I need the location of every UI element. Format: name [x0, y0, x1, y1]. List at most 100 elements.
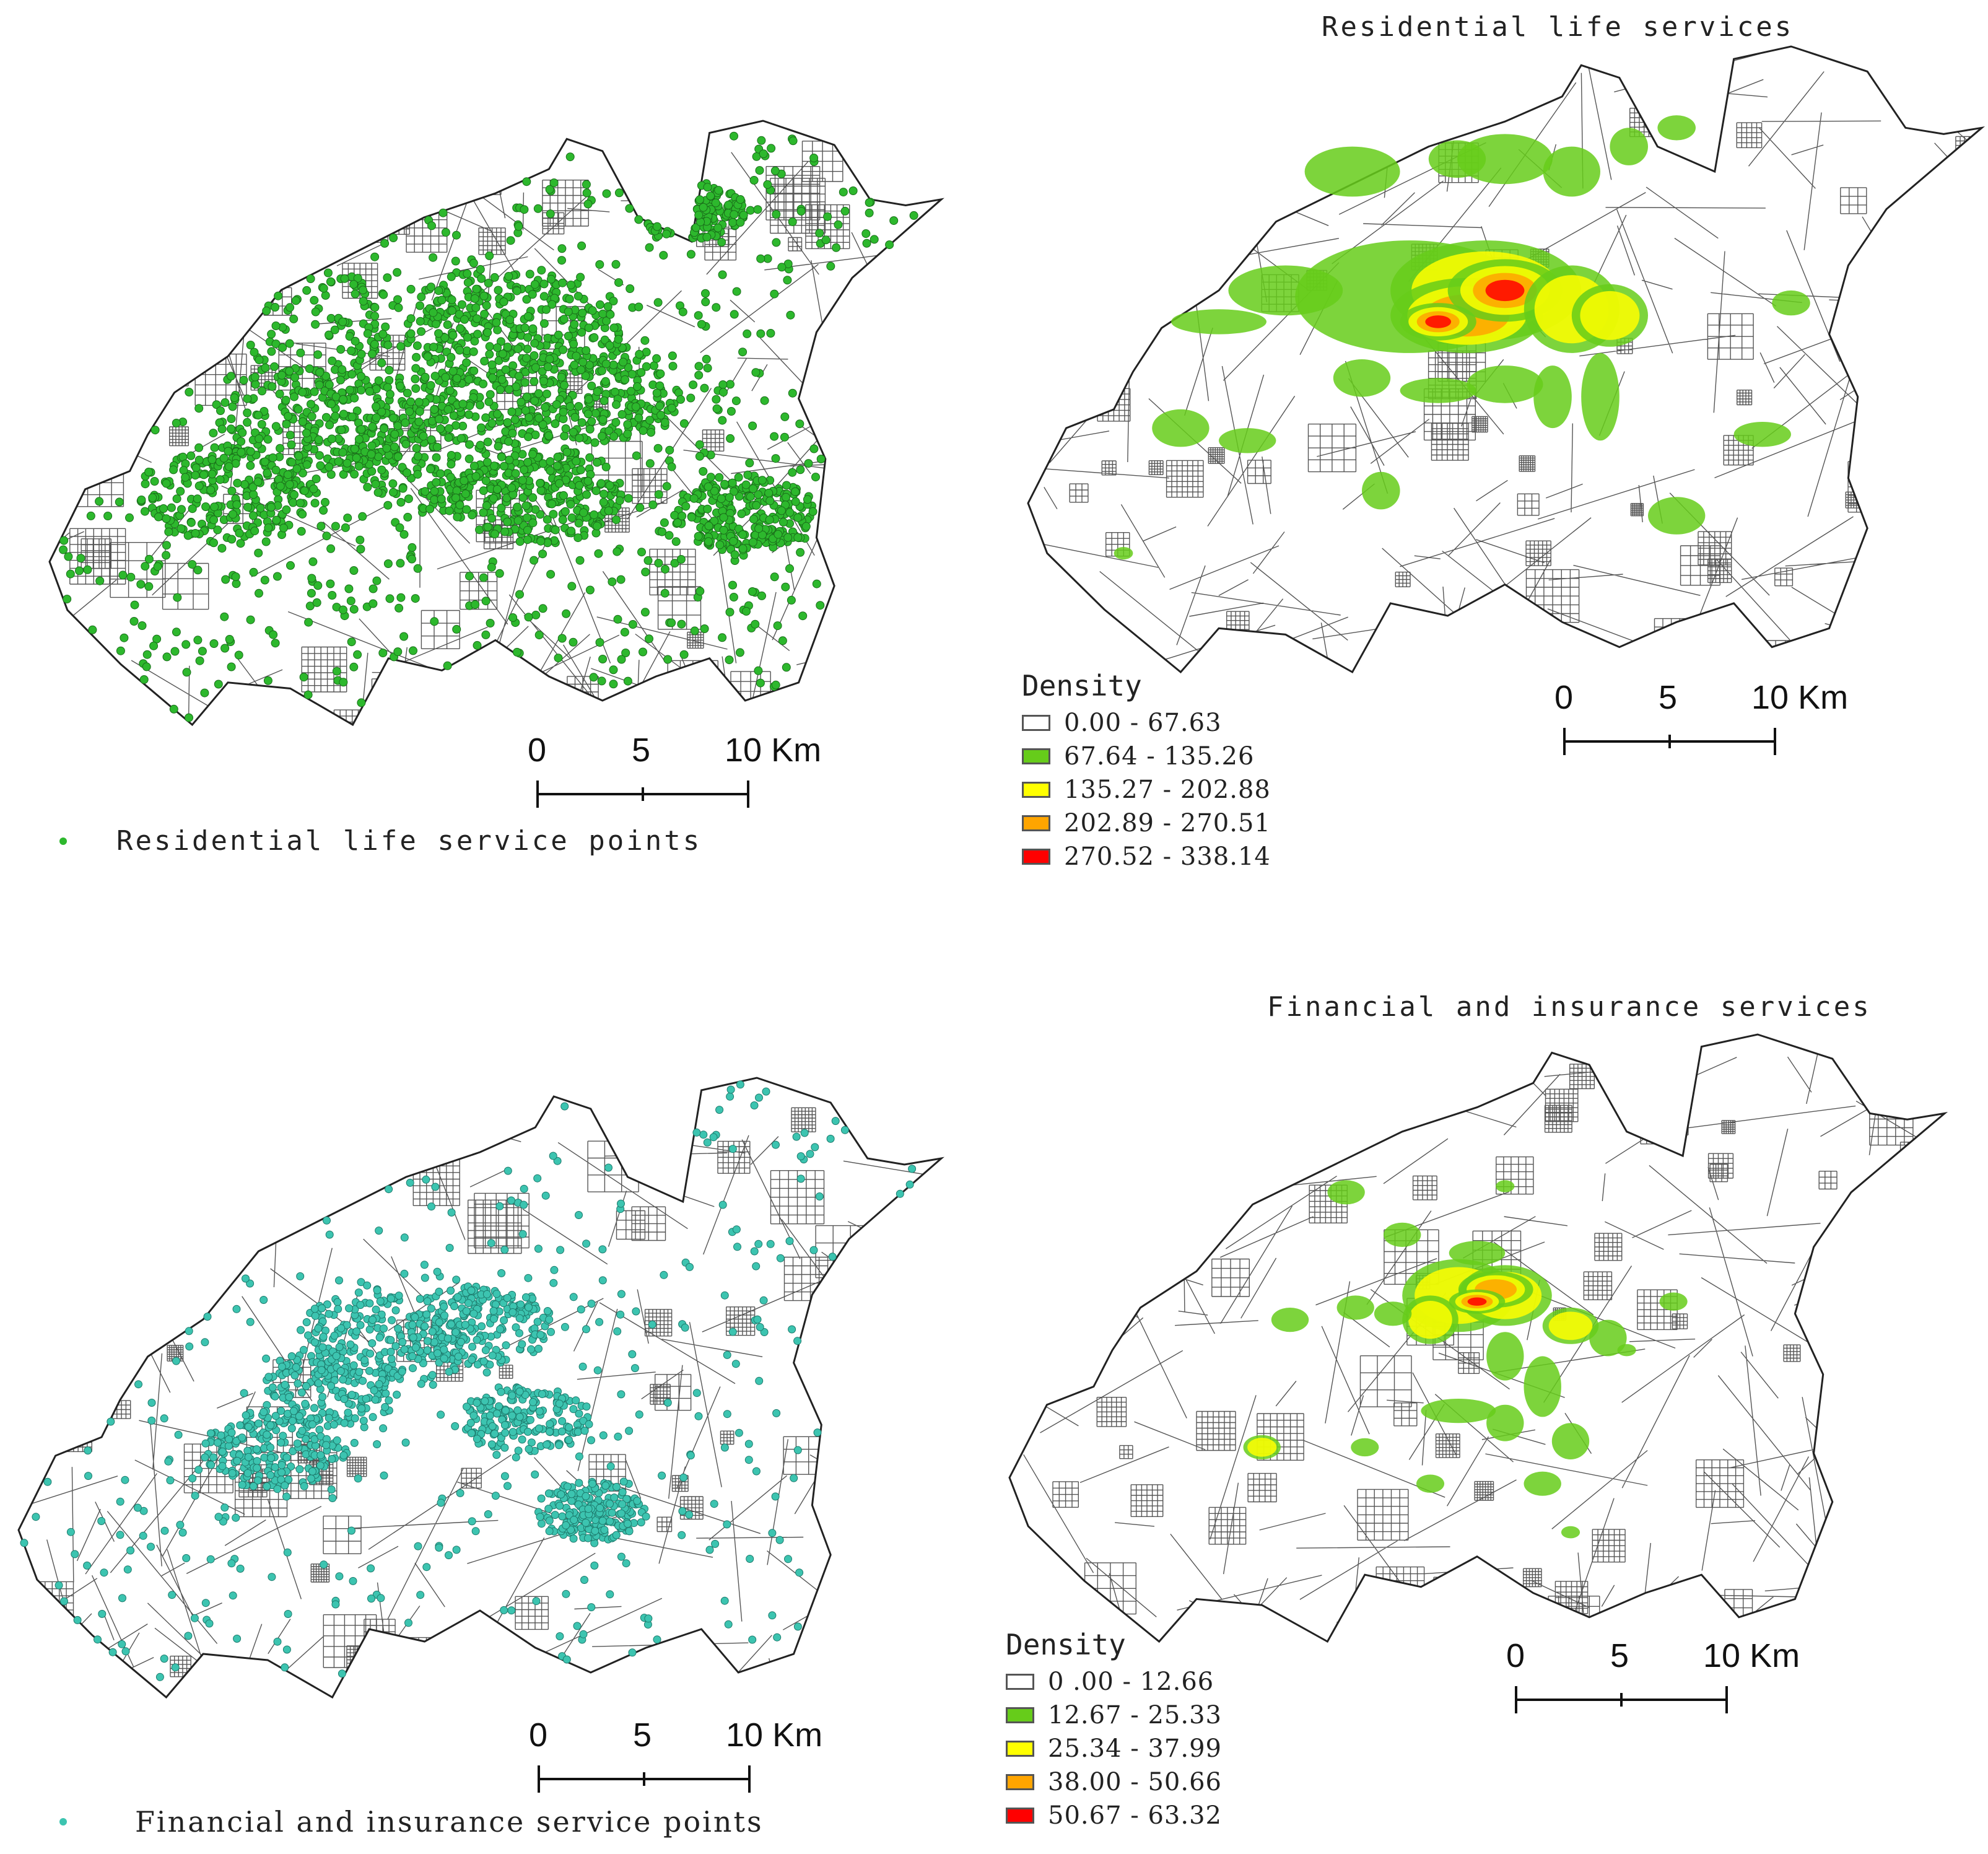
service-point — [710, 486, 719, 496]
service-point — [473, 1435, 481, 1443]
density-zone — [1374, 1301, 1412, 1326]
service-point — [578, 357, 588, 367]
service-point — [268, 453, 277, 462]
service-point — [413, 452, 422, 461]
service-point — [308, 1420, 316, 1428]
service-point — [347, 1391, 356, 1399]
service-point — [304, 1331, 312, 1340]
service-point — [301, 1399, 310, 1408]
service-point — [654, 490, 663, 499]
service-point — [422, 1175, 430, 1184]
service-point — [311, 1311, 320, 1320]
service-point — [717, 238, 726, 247]
service-point — [339, 409, 348, 419]
service-point — [377, 358, 386, 367]
service-point — [147, 1416, 156, 1425]
service-point — [367, 441, 377, 450]
service-point — [356, 544, 365, 554]
service-point — [249, 490, 258, 499]
service-point — [905, 1180, 914, 1189]
service-point — [640, 608, 650, 617]
service-point — [250, 372, 259, 382]
service-point — [353, 650, 362, 659]
service-point — [172, 494, 181, 504]
service-point — [479, 486, 488, 496]
service-point — [777, 506, 786, 515]
service-point — [582, 188, 591, 198]
service-point — [412, 341, 422, 351]
service-point — [546, 209, 555, 219]
service-point — [752, 1467, 761, 1476]
service-point — [495, 1202, 504, 1210]
service-point — [569, 1534, 578, 1543]
density-zone — [1467, 365, 1543, 403]
service-point — [305, 364, 314, 374]
density-zone — [1533, 365, 1572, 429]
density-zone — [1580, 291, 1640, 340]
service-point — [549, 510, 558, 519]
service-point — [582, 1402, 591, 1411]
service-point — [584, 1505, 593, 1513]
service-point — [737, 509, 746, 518]
density-zone — [1408, 1301, 1452, 1339]
service-point — [160, 1526, 169, 1535]
service-point — [754, 666, 763, 675]
service-point — [295, 499, 305, 508]
service-point — [521, 501, 531, 510]
service-point — [508, 1428, 517, 1436]
service-point — [562, 447, 572, 457]
service-point — [776, 1254, 785, 1262]
service-point — [344, 1409, 352, 1417]
service-point — [335, 1276, 343, 1285]
service-point — [560, 1102, 569, 1111]
service-point — [452, 374, 461, 383]
service-point — [414, 1542, 422, 1550]
service-point — [378, 649, 388, 658]
scale-bar: 0 5 10 Km — [528, 725, 821, 818]
service-point — [695, 452, 704, 461]
service-point — [751, 619, 760, 629]
service-point — [281, 1381, 289, 1389]
service-point — [635, 1410, 643, 1419]
service-point — [302, 429, 311, 438]
service-point — [549, 178, 559, 188]
service-point — [188, 504, 197, 514]
service-point — [271, 422, 281, 431]
service-point — [725, 493, 734, 502]
legend-class-label: 50.67 - 63.32 — [1048, 1801, 1222, 1830]
service-point — [468, 1517, 476, 1526]
service-point — [338, 448, 347, 457]
service-point — [210, 502, 219, 512]
service-point — [728, 580, 737, 590]
service-point — [593, 387, 602, 396]
service-point — [823, 212, 832, 221]
service-point — [635, 503, 645, 512]
service-point — [429, 253, 438, 262]
service-point — [622, 1495, 631, 1503]
service-point — [227, 535, 237, 544]
service-point — [796, 548, 805, 557]
service-point — [370, 339, 379, 349]
service-point — [587, 1300, 596, 1308]
service-point — [484, 1510, 492, 1518]
service-point — [606, 1500, 614, 1508]
legend-swatch — [1006, 1808, 1034, 1824]
service-point — [396, 497, 406, 507]
service-point — [354, 1474, 362, 1483]
service-point — [249, 511, 258, 520]
service-point — [793, 533, 803, 542]
service-point — [227, 414, 236, 424]
service-point — [314, 1379, 323, 1388]
service-point — [686, 250, 695, 259]
service-point — [569, 1405, 578, 1414]
service-point — [778, 636, 787, 645]
service-point — [559, 345, 568, 354]
service-point — [729, 593, 738, 601]
service-point — [531, 431, 540, 439]
point-legend-marker — [59, 837, 67, 845]
service-point — [495, 1402, 503, 1410]
service-point — [312, 474, 321, 484]
service-point — [756, 678, 765, 688]
service-point — [227, 662, 236, 671]
service-point — [612, 400, 621, 409]
